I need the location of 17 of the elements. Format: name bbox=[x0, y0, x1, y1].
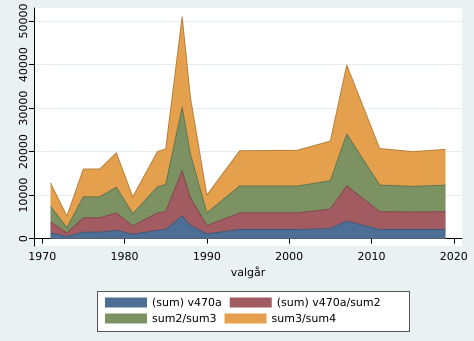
y-tick-label: 20000 bbox=[17, 134, 30, 170]
x-tick-label: 1980 bbox=[110, 250, 139, 263]
x-tick-label: 1970 bbox=[28, 250, 56, 263]
legend-label: sum3/sum4 bbox=[272, 312, 336, 325]
x-axis-title: valgår bbox=[230, 266, 266, 279]
legend-label: (sum) v470a bbox=[152, 296, 222, 309]
legend-label: sum2/sum3 bbox=[152, 312, 217, 325]
y-tick-label: 30000 bbox=[17, 90, 30, 126]
y-tick-label: 0 bbox=[17, 235, 30, 242]
y-tick-label: 50000 bbox=[17, 4, 30, 39]
y-tick-label: 40000 bbox=[17, 47, 30, 82]
x-tick-label: 1990 bbox=[192, 250, 221, 263]
x-tick-label: 2010 bbox=[357, 250, 386, 263]
x-tick-label: 2000 bbox=[275, 250, 304, 263]
legend-label: (sum) v470a/sum2 bbox=[276, 296, 381, 309]
x-tick-label: 2020 bbox=[440, 250, 468, 263]
y-tick-label: 10000 bbox=[17, 178, 30, 213]
